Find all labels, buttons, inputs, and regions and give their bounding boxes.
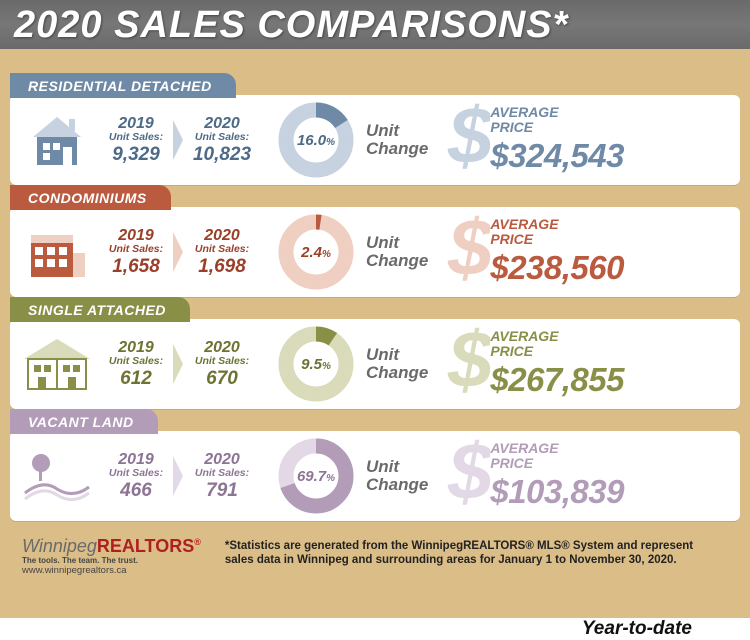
year-2019-sub: Unit Sales: bbox=[100, 355, 172, 367]
donut-chart: 2.4% bbox=[276, 212, 356, 292]
year-2020-sub: Unit Sales: bbox=[186, 467, 258, 479]
avg-price-label: AVERAGEPRICE bbox=[490, 329, 624, 358]
avg-price-label: AVERAGEPRICE bbox=[490, 217, 624, 246]
unit-change-label: UnitChange bbox=[366, 458, 428, 494]
years-block: 2019 Unit Sales: 612 2020 Unit Sales: 67… bbox=[100, 339, 258, 390]
category-label: SINGLE ATTACHED bbox=[28, 302, 166, 318]
category-card: 2019 Unit Sales: 1,658 2020 Unit Sales: … bbox=[10, 207, 740, 297]
years-block: 2019 Unit Sales: 1,658 2020 Unit Sales: … bbox=[100, 227, 258, 278]
year-2019-value: 612 bbox=[100, 368, 172, 390]
svg-text:$: $ bbox=[447, 99, 490, 177]
header-bar: 2020 SALES COMPARISONS* bbox=[0, 0, 750, 49]
avg-price-value: $324,543 bbox=[490, 137, 624, 175]
ytd-label: Year-to-date bbox=[582, 618, 692, 640]
category-row: VACANT LAND 2019 Unit Sales: 466 2020 Un… bbox=[10, 411, 740, 523]
category-tab: VACANT LAND bbox=[10, 409, 158, 434]
category-icon bbox=[18, 218, 96, 286]
logo: WinnipegREALTORS® The tools. The team. T… bbox=[22, 537, 201, 576]
category-tab: SINGLE ATTACHED bbox=[10, 297, 190, 322]
donut-chart: 9.5% bbox=[276, 324, 356, 404]
arrow-icon bbox=[172, 456, 186, 496]
dollar-icon: $ bbox=[444, 99, 490, 182]
arrow-icon bbox=[172, 232, 186, 272]
category-card: 2019 Unit Sales: 612 2020 Unit Sales: 67… bbox=[10, 319, 740, 409]
year-2019-value: 466 bbox=[100, 480, 172, 502]
main-panel: Year-to-date RESIDENTIAL DETACHED 2019 U… bbox=[0, 49, 750, 618]
year-2020-value: 10,823 bbox=[186, 144, 258, 166]
avg-price-value: $103,839 bbox=[490, 473, 624, 511]
logo-reg: ® bbox=[194, 537, 201, 547]
donut-chart: 69.7% bbox=[276, 436, 356, 516]
years-block: 2019 Unit Sales: 466 2020 Unit Sales: 79… bbox=[100, 451, 258, 502]
svg-text:$: $ bbox=[447, 435, 490, 513]
svg-text:$: $ bbox=[447, 211, 490, 289]
footnote: *Statistics are generated from the Winni… bbox=[225, 539, 715, 568]
category-card: 2019 Unit Sales: 9,329 2020 Unit Sales: … bbox=[10, 95, 740, 185]
category-icon bbox=[18, 442, 96, 510]
donut-pct: 69.7% bbox=[297, 468, 335, 485]
svg-text:$: $ bbox=[447, 323, 490, 401]
category-row: SINGLE ATTACHED 2019 Unit Sales: 612 bbox=[10, 299, 740, 411]
year-2020-value: 670 bbox=[186, 368, 258, 390]
year-2020-sub: Unit Sales: bbox=[186, 131, 258, 143]
year-2020-sub: Unit Sales: bbox=[186, 355, 258, 367]
year-2019-sub: Unit Sales: bbox=[100, 467, 172, 479]
category-icon bbox=[18, 106, 96, 174]
year-2020-value: 791 bbox=[186, 480, 258, 502]
avg-price-value: $267,855 bbox=[490, 361, 624, 399]
logo-tagline: The tools. The team. The trust. bbox=[22, 557, 201, 565]
footer: WinnipegREALTORS® The tools. The team. T… bbox=[10, 531, 740, 584]
year-2019-sub: Unit Sales: bbox=[100, 243, 172, 255]
unit-change-label: UnitChange bbox=[366, 346, 428, 382]
page-title: 2020 SALES COMPARISONS* bbox=[14, 4, 736, 47]
category-icon bbox=[18, 330, 96, 398]
logo-brand-b: REALTORS bbox=[97, 536, 194, 556]
avg-price-value: $238,560 bbox=[490, 249, 624, 287]
category-label: VACANT LAND bbox=[28, 414, 134, 430]
logo-brand-a: Winnipeg bbox=[22, 536, 97, 556]
avg-price-label: AVERAGEPRICE bbox=[490, 441, 624, 470]
logo-url: www.winnipegrealtors.ca bbox=[22, 566, 201, 576]
arrow-icon bbox=[172, 120, 186, 160]
category-tab: RESIDENTIAL DETACHED bbox=[10, 73, 236, 98]
category-tab: CONDOMINIUMS bbox=[10, 185, 171, 210]
donut-pct: 16.0% bbox=[297, 132, 335, 149]
donut-pct: 2.4% bbox=[301, 244, 331, 261]
category-label: CONDOMINIUMS bbox=[28, 190, 147, 206]
dollar-icon: $ bbox=[444, 211, 490, 294]
year-2020-value: 1,698 bbox=[186, 256, 258, 278]
category-label: RESIDENTIAL DETACHED bbox=[28, 78, 212, 94]
avg-price-label: AVERAGEPRICE bbox=[490, 105, 624, 134]
unit-change-label: UnitChange bbox=[366, 122, 428, 158]
dollar-icon: $ bbox=[444, 435, 490, 518]
year-2019-sub: Unit Sales: bbox=[100, 131, 172, 143]
dollar-icon: $ bbox=[444, 323, 490, 406]
arrow-icon bbox=[172, 344, 186, 384]
page: 2020 SALES COMPARISONS* Year-to-date RES… bbox=[0, 0, 750, 618]
donut-pct: 9.5% bbox=[301, 356, 331, 373]
year-2019-value: 1,658 bbox=[100, 256, 172, 278]
category-row: CONDOMINIUMS 2019 Unit Sales: 1,658 bbox=[10, 187, 740, 299]
years-block: 2019 Unit Sales: 9,329 2020 Unit Sales: … bbox=[100, 115, 258, 166]
year-2019-value: 9,329 bbox=[100, 144, 172, 166]
unit-change-label: UnitChange bbox=[366, 234, 428, 270]
year-2020-sub: Unit Sales: bbox=[186, 243, 258, 255]
category-card: 2019 Unit Sales: 466 2020 Unit Sales: 79… bbox=[10, 431, 740, 521]
donut-chart: 16.0% bbox=[276, 100, 356, 180]
category-row: RESIDENTIAL DETACHED 2019 Unit Sales: 9,… bbox=[10, 75, 740, 187]
